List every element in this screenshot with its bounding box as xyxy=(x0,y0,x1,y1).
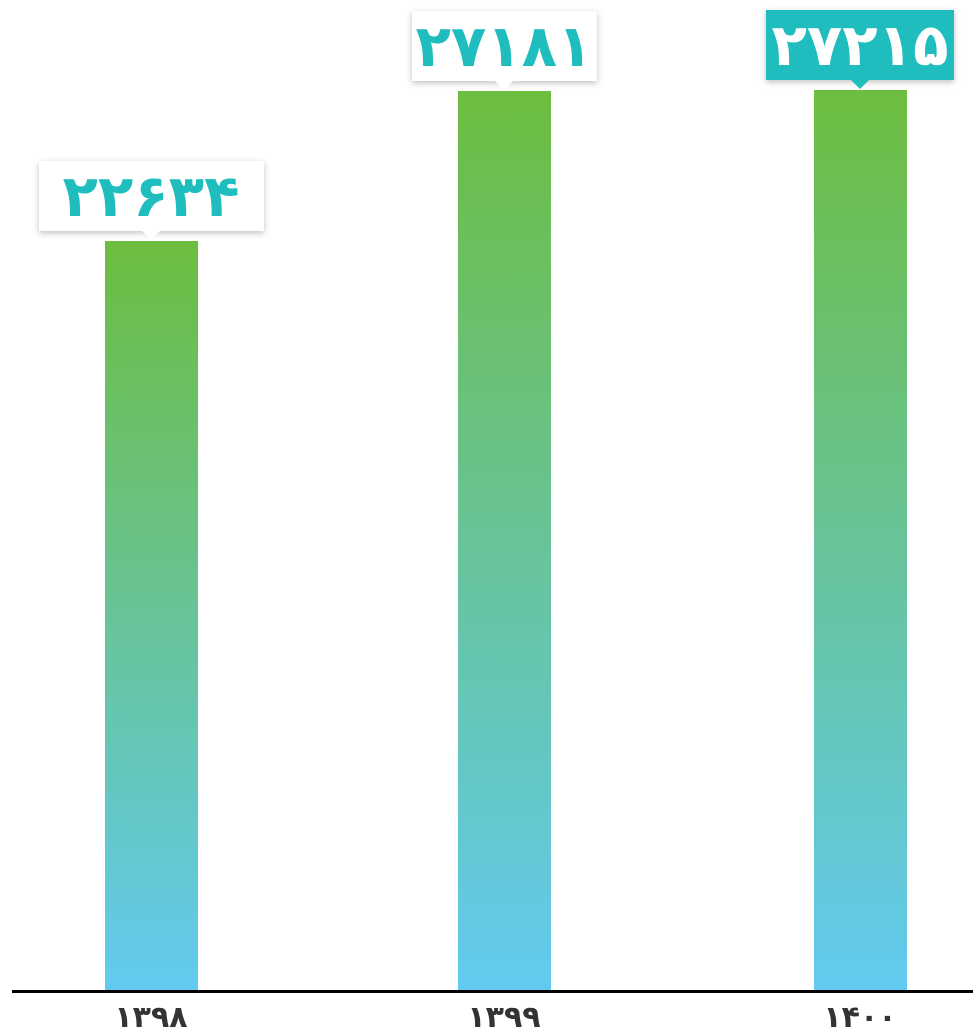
data-label-pointer xyxy=(141,230,161,241)
x-tick-label-1: ۱۳۹۹ xyxy=(467,1000,541,1035)
data-label-text: ۲۲۶۳۴ xyxy=(62,162,240,231)
data-label-pointer xyxy=(850,79,870,89)
data-label-0: ۲۲۶۳۴ xyxy=(38,161,264,241)
data-label-text: ۲۷۲۱۵ xyxy=(771,11,949,79)
x-axis-line xyxy=(12,990,973,993)
bar-2 xyxy=(813,90,907,990)
bar-0 xyxy=(104,241,198,990)
data-label-1: ۲۷۱۸۱ xyxy=(411,11,597,91)
x-tick-label-2: ۱۴۰۰ xyxy=(823,1000,897,1035)
data-label-text: ۲۷۱۸۱ xyxy=(415,12,593,81)
x-tick-label-0: ۱۳۹۸ xyxy=(114,1000,188,1035)
data-label-2: ۲۷۲۱۵ xyxy=(766,10,954,89)
bar-1 xyxy=(457,91,551,990)
data-label-pointer xyxy=(494,80,514,91)
